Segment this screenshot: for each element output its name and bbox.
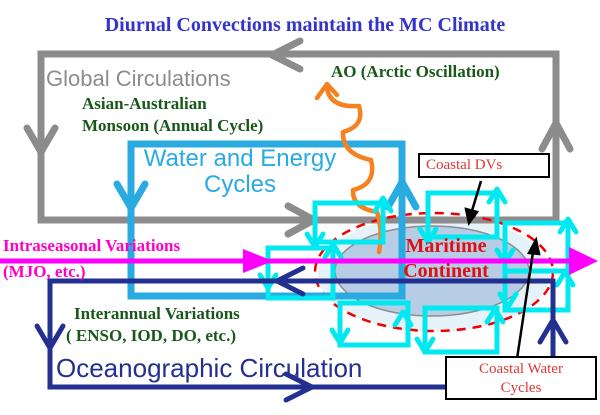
coastal-dvs-pointer-line — [469, 180, 483, 215]
arrow-down-icon — [329, 327, 351, 346]
arrow-up-icon — [537, 317, 569, 345]
coastal-water-cycles-box: Coastal Water Cycles — [445, 356, 597, 400]
arrow-up-icon — [372, 195, 394, 214]
arrow-left-icon — [268, 37, 304, 73]
global-loop-rect — [37, 50, 560, 224]
arrow-right-icon — [569, 247, 598, 275]
coastal-dvs-box: Coastal DVs — [418, 153, 550, 178]
water-energy-line2: Cycles — [203, 171, 276, 198]
arrow-right-icon — [243, 249, 273, 273]
arrow-down-icon — [113, 180, 149, 212]
convection-cell-loop — [329, 300, 414, 348]
intraseasonal-variations-label-line2: (MJO, etc.) — [3, 262, 86, 281]
oceanographic-circulation-loop — [34, 265, 569, 403]
arrow-up-icon — [527, 236, 541, 256]
convection-cell-loop — [414, 305, 506, 355]
arctic-oscillation-label: AO (Arctic Oscillation) — [331, 62, 500, 81]
coastal-water-line2: Cycles — [500, 380, 542, 396]
coastal-water-pointer-line — [515, 251, 535, 360]
arrow-down-icon — [34, 323, 66, 351]
arrow-down-icon — [417, 226, 439, 245]
diagram-title: Diurnal Convections maintain the MC Clim… — [104, 14, 506, 36]
arrow-down-icon — [497, 291, 519, 310]
coastal-water-line1: Coastal Water — [479, 361, 563, 377]
interannual-variations-label: Interannual Variations — [74, 304, 240, 323]
arrow-right-icon — [283, 371, 315, 403]
arrow-up-icon — [384, 178, 420, 211]
intraseasonal-variation-arrow — [0, 247, 598, 275]
arrow-left-icon — [274, 265, 306, 297]
oceanographic-circulation-label: Oceanographic Circulation — [56, 353, 363, 383]
arrow-up-icon — [557, 216, 579, 235]
maritime-line2: Continent — [403, 260, 489, 282]
arrow-up-icon — [392, 309, 414, 328]
global-circulations-label: Global Circulations — [46, 66, 231, 91]
label-pointer-arrows — [464, 180, 541, 360]
convection-cell-loop — [417, 186, 508, 245]
coastal-dvs-label: Coastal DVs — [426, 157, 503, 173]
asian-australian-monsoon-label-line2: Monsoon (Annual Cycle) — [82, 116, 264, 135]
arrow-up-icon — [314, 81, 340, 101]
ocean-loop-rect — [47, 278, 556, 390]
intraseasonal-variations-label: Intraseasonal Variations — [3, 236, 181, 255]
arrow-up-icon — [554, 269, 576, 288]
arrow-up-icon — [322, 241, 344, 260]
interannual-variations-label-line2: ( ENSO, IOD, DO, etc.) — [66, 326, 236, 345]
arrow-down-icon — [23, 124, 59, 156]
arrow-up-icon — [486, 186, 508, 205]
convection-cell-loop — [497, 268, 576, 313]
arrow-down-icon — [414, 336, 436, 355]
water-energy-line1: Water and Energy — [143, 145, 337, 172]
water-energy-cycles-label: Water and Energy Cycles — [134, 146, 346, 198]
maritime-continent-label: Maritime Continent — [384, 234, 508, 284]
arrow-up-icon — [484, 306, 506, 325]
arrow-up-icon — [538, 119, 574, 153]
asian-australian-monsoon-label: Asian-Australian — [82, 94, 207, 113]
maritime-line1: Maritime — [405, 235, 487, 257]
arrow-down-icon — [464, 207, 480, 226]
